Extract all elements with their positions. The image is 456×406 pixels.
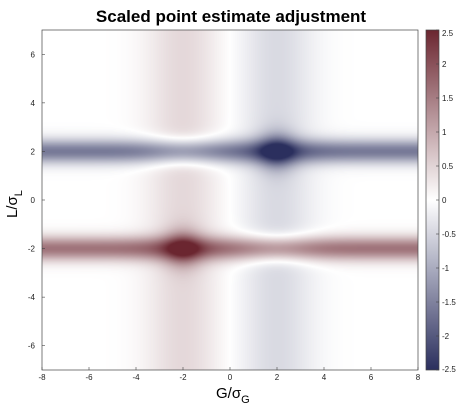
- x-tick-label: 6: [369, 373, 374, 382]
- colorbar-tick-label: -2.5: [442, 365, 456, 374]
- heatmap-plot-area: -8 -6 -4 -2 0 2 4 6 8 -6 -4 -2 0 2 4 6: [28, 29, 421, 382]
- y-tick-label: -6: [28, 342, 36, 351]
- x-tick-label: 4: [322, 373, 327, 382]
- y-tick-label: 4: [31, 99, 36, 108]
- colorbar-tick-label: 0: [442, 196, 447, 205]
- colorbar-tick-label: -0.5: [442, 230, 456, 239]
- colorbar: -2.5 -2 -1.5 -1 -0.5 0 0.5 1 1.5 2 2.5: [425, 29, 456, 374]
- colorbar-ticks: -2.5 -2 -1.5 -1 -0.5 0 0.5 1 1.5 2 2.5: [436, 29, 456, 374]
- chart-title: Scaled point estimate adjustment: [96, 7, 367, 26]
- colorbar-tick-label: 2.5: [442, 29, 454, 38]
- colorbar-tick-label: -2: [442, 332, 450, 341]
- x-tick-label: 0: [228, 373, 233, 382]
- colorbar-tick-label: -1.5: [442, 298, 456, 307]
- x-axis-ticks: -8 -6 -4 -2 0 2 4 6 8: [38, 367, 421, 382]
- y-tick-label: -4: [28, 293, 36, 302]
- x-tick-label: -6: [85, 373, 93, 382]
- x-axis-label-sub: G: [241, 394, 250, 406]
- y-tick-label: -2: [28, 245, 36, 254]
- y-axis-ticks: -6 -4 -2 0 2 4 6: [28, 50, 45, 351]
- y-axis-label: L/σL: [4, 190, 25, 218]
- x-axis-label: G/σG: [216, 385, 250, 406]
- x-axis-label-main: G/σ: [216, 385, 242, 402]
- colorbar-tick-label: -1: [442, 264, 450, 273]
- y-tick-label: 6: [31, 50, 36, 59]
- colorbar-tick-label: 1.5: [442, 94, 454, 103]
- x-tick-label: -4: [132, 373, 140, 382]
- y-tick-label: 0: [31, 196, 36, 205]
- y-axis-label-sub: L: [13, 190, 25, 196]
- x-tick-label: 8: [416, 373, 421, 382]
- colorbar-tick-label: 1: [442, 128, 447, 137]
- x-tick-label: -2: [179, 373, 187, 382]
- colorbar-tick-label: 2: [442, 60, 447, 69]
- colorbar-tick-label: 0.5: [442, 162, 454, 171]
- x-tick-label: -8: [38, 373, 46, 382]
- x-tick-label: 2: [275, 373, 280, 382]
- y-tick-label: 2: [31, 147, 36, 156]
- heatmap-image: [42, 30, 418, 370]
- y-axis-label-main: L/σ: [4, 195, 21, 218]
